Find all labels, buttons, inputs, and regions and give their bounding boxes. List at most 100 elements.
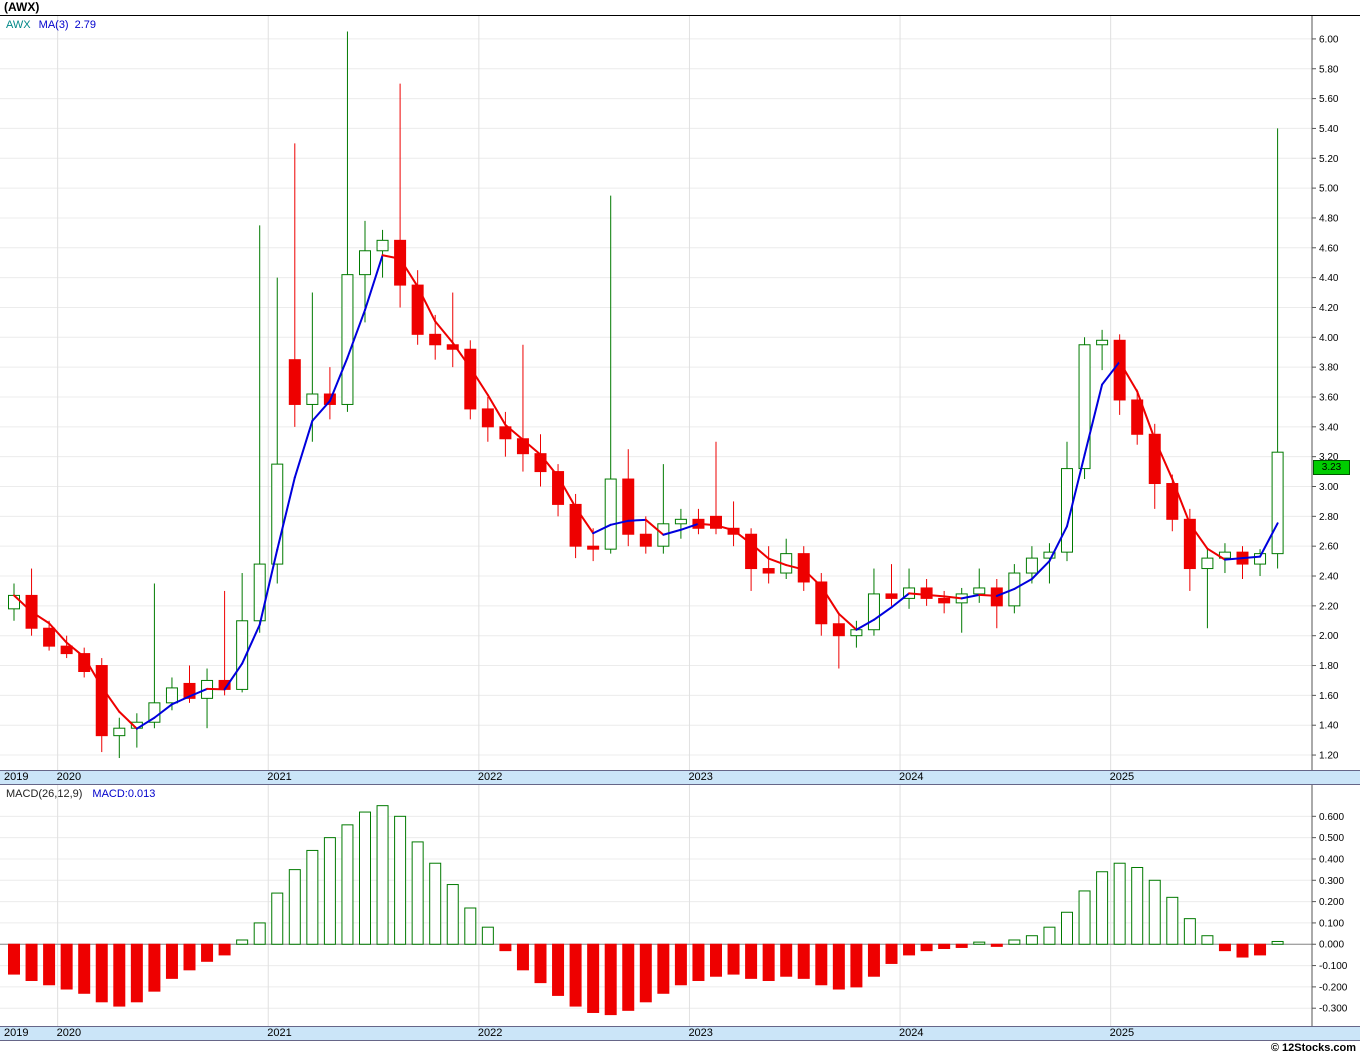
macd-bar <box>1218 943 1231 952</box>
candle-body <box>938 597 951 604</box>
ma3-segment <box>750 542 770 560</box>
macd-bar <box>236 939 249 945</box>
macd-bar <box>1008 939 1021 945</box>
macd-bar <box>973 941 986 945</box>
macd-bar <box>1271 940 1284 945</box>
macd-bar <box>376 805 389 945</box>
price-legend: AWX MA(3) 2.79 <box>6 19 102 31</box>
candle-body <box>359 250 371 276</box>
macd-axis-label: 0.600 <box>1319 812 1344 823</box>
ma3-segment <box>732 529 753 545</box>
year-axis-top: 2019 2020 2021 2022 2023 2024 2025 <box>0 770 1360 785</box>
ma3-segment <box>1171 478 1191 525</box>
ma3-segment <box>627 518 647 522</box>
macd-bar <box>534 943 547 984</box>
candle-body <box>165 687 178 704</box>
macd-bar <box>815 943 828 986</box>
ma3-segment <box>276 476 296 551</box>
macd-bar <box>25 943 38 981</box>
year-label: 2024 <box>899 771 924 783</box>
macd-bar <box>639 943 652 1003</box>
ma3-segment <box>153 703 173 719</box>
chart-header: (AWX) <box>0 0 1360 16</box>
macd-bar <box>745 943 758 979</box>
ma3-segment <box>978 593 998 597</box>
macd-bar <box>78 943 91 994</box>
ma3-line <box>13 254 1279 730</box>
macd-bar <box>850 943 863 988</box>
candles <box>8 31 1284 759</box>
macd-bar <box>95 943 108 1003</box>
legend-symbol: AWX <box>6 19 31 31</box>
ma3-segment <box>1206 547 1226 561</box>
ma3-segment <box>1066 454 1086 528</box>
macd-value: MACD:0.013 <box>92 788 156 800</box>
ma3-segment <box>1118 360 1139 393</box>
ma3-segment <box>469 366 489 396</box>
ma3-segment <box>170 695 191 706</box>
year-axis-bottom: 2019 2020 2021 2022 2023 2024 2025 <box>0 1026 1360 1041</box>
macd-bar <box>1148 879 1161 945</box>
macd-bar <box>60 943 73 990</box>
macd-bar <box>429 862 442 945</box>
macd-legend: MACD(26,12,9) MACD:0.013 <box>6 788 155 800</box>
macd-bar <box>885 943 898 964</box>
price-gridlines <box>0 16 1312 770</box>
macd-bar <box>657 943 670 994</box>
year-label: 2024 <box>899 1027 924 1039</box>
macd-bar <box>341 824 354 945</box>
macd-bar <box>938 943 951 950</box>
year-label: 2025 <box>1109 771 1135 783</box>
year-label: 2019 <box>4 1027 29 1039</box>
macd-bar <box>130 943 143 1003</box>
macd-bar <box>604 943 617 1016</box>
macd-bar <box>920 943 933 952</box>
ma3-segment <box>609 519 630 526</box>
macd-bar <box>499 943 512 952</box>
year-label: 2020 <box>56 771 82 783</box>
macd-bar <box>306 849 319 945</box>
price-axis-label: 3.80 <box>1319 363 1339 374</box>
candle-body <box>1201 557 1214 570</box>
price-axis-label: 4.60 <box>1319 243 1339 254</box>
ma3-segment <box>1241 555 1262 560</box>
macd-bar <box>288 869 301 945</box>
price-axis-label: 4.00 <box>1319 333 1339 344</box>
candle-body <box>920 587 933 599</box>
macd-bar <box>867 943 880 977</box>
macd-bar <box>569 943 582 1007</box>
ma3-segment <box>223 662 244 691</box>
candle-body <box>341 274 354 405</box>
macd-bar <box>394 815 407 945</box>
ma3-segment <box>802 568 823 588</box>
ma3-segment <box>679 522 700 531</box>
page-title: (AWX) <box>4 0 40 14</box>
ma3-segment <box>1188 522 1209 550</box>
ma3-segment <box>30 610 51 625</box>
ma3-segment <box>644 518 665 536</box>
candle-body <box>1271 451 1284 555</box>
macd-bar <box>1096 871 1109 945</box>
price-axis-label: 1.40 <box>1319 721 1339 732</box>
macd-bar <box>692 943 705 981</box>
macd-bar <box>1183 918 1196 945</box>
ma3-segment <box>521 438 542 456</box>
candle-body <box>60 645 73 655</box>
price-axis-label: 1.60 <box>1319 691 1339 702</box>
ma3-segment <box>960 593 981 600</box>
ma3-segment <box>908 592 928 596</box>
macd-bar <box>359 811 371 945</box>
year-label: 2021 <box>267 1027 292 1039</box>
macd-bar <box>622 943 635 1011</box>
year-label: 2022 <box>477 771 503 783</box>
ma3-segment <box>1048 525 1068 563</box>
ma3-segment <box>364 254 384 311</box>
candle-body <box>867 593 880 631</box>
macd-bar <box>587 943 600 1013</box>
ma3-segment <box>451 341 472 369</box>
macd-chart: 0.600 0.500 0.400 0.300 0.200 0.100 0.000 -0.10… <box>0 785 1348 1026</box>
macd-axis-label: 0.000 <box>1319 940 1344 951</box>
macd-panel: 0.600 0.500 0.400 0.300 0.200 0.100 0.000 -0.10… <box>0 785 1360 1026</box>
ma3-segment <box>258 548 279 626</box>
macd-bar <box>218 943 231 956</box>
